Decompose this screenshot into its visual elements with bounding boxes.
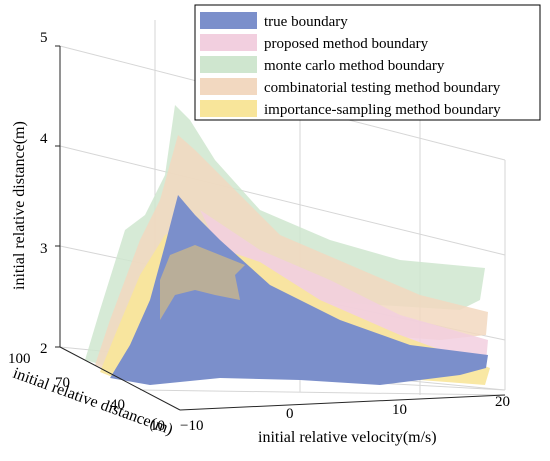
- z-tick-4: 4: [40, 131, 48, 147]
- y-tick-40: 40: [110, 397, 125, 413]
- y-tick-100: 100: [8, 351, 31, 367]
- legend-label-combinatorial: combinatorial testing method boundary: [264, 80, 501, 96]
- z-tick-5: 5: [40, 30, 48, 46]
- z-tick-labels: 5 4 3 2: [40, 30, 48, 357]
- legend-label-proposed: proposed method boundary: [264, 36, 429, 52]
- legend-label-monte-carlo: monte carlo method boundary: [264, 58, 445, 74]
- x-tick-20: 20: [495, 394, 510, 410]
- surface-proposed: [200, 210, 488, 362]
- surface-layers: [85, 105, 490, 385]
- surface-true-inner: [160, 245, 245, 320]
- x-tick-10: 10: [392, 402, 407, 418]
- legend: true boundary proposed method boundary m…: [194, 4, 541, 121]
- legend-swatch-combinatorial: [200, 78, 257, 95]
- legend-swatch-true: [200, 12, 257, 29]
- y-tick-labels: 100 70 40 10: [8, 351, 165, 434]
- legend-swatch-proposed: [200, 34, 257, 51]
- surface-true: [110, 195, 488, 385]
- legend-swatch-monte-carlo: [200, 56, 257, 73]
- x-axis-label: initial relative velocity(m/s): [258, 429, 437, 446]
- x-tick-labels: −10 0 10 20: [180, 394, 510, 434]
- legend-swatch-importance: [200, 100, 257, 117]
- x-tick-neg10: −10: [180, 418, 203, 434]
- z-axis-label: initial relative distance(m): [11, 121, 28, 290]
- legend-label-true: true boundary: [264, 14, 348, 30]
- y-tick-70: 70: [55, 375, 70, 391]
- legend-label-importance: importance-sampling method boundary: [264, 102, 501, 118]
- axes: [55, 45, 506, 411]
- x-tick-0: 0: [286, 406, 294, 422]
- z-tick-2: 2: [40, 341, 48, 357]
- z-tick-3: 3: [40, 241, 48, 257]
- y-tick-10: 10: [150, 418, 165, 434]
